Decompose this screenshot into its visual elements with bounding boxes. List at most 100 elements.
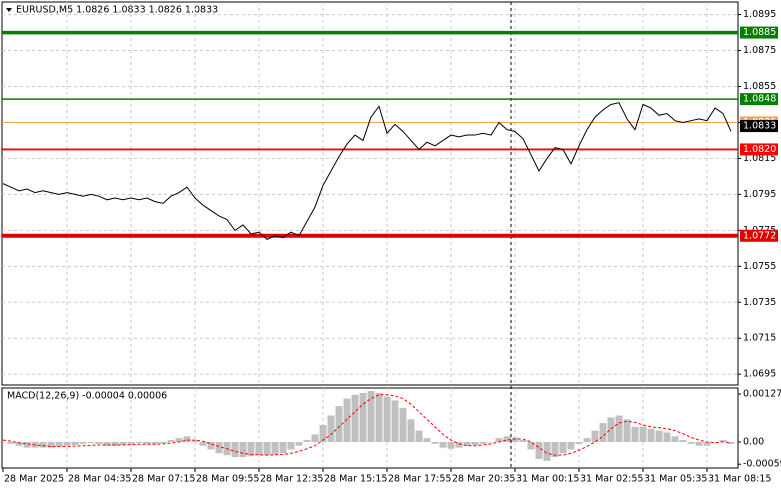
macd-bar [551, 441, 559, 458]
macd-bar [191, 440, 199, 442]
macd-bar [263, 441, 271, 456]
macd-bar [479, 441, 487, 444]
y-tick-label: 1.0795 [743, 189, 776, 200]
macd-bar [407, 419, 415, 442]
macd-bar [63, 441, 71, 446]
x-tick-label: 28 Mar 2025 [4, 474, 64, 485]
macd-bar [71, 441, 79, 445]
macd-bar [303, 440, 311, 442]
level-label-box [740, 93, 778, 106]
macd-bar [167, 440, 175, 442]
macd-bar [583, 438, 591, 442]
macd-bar [487, 441, 495, 443]
macd-bar [687, 441, 695, 444]
macd-bar [135, 441, 143, 444]
macd-bar [367, 391, 375, 442]
menu-icon[interactable] [6, 8, 12, 12]
macd-bar [319, 424, 327, 442]
macd-bar [199, 441, 207, 446]
macd-bar [463, 441, 471, 446]
y-tick-label: -0.00059 [743, 459, 781, 470]
macd-bar [351, 394, 359, 442]
macd-bar [47, 441, 55, 448]
macd-bar [79, 441, 87, 444]
macd-bar [527, 441, 535, 450]
y-tick-label: 1.0695 [743, 369, 776, 380]
macd-bar [711, 441, 719, 443]
x-tick-label: 31 Mar 02:55 [580, 474, 643, 485]
macd-bar [175, 438, 183, 442]
macd-bar [23, 441, 31, 448]
level-label: 1.0820 [743, 144, 776, 155]
macd-bar [727, 441, 735, 444]
macd-bar [671, 436, 679, 442]
y-tick-label: 1.0715 [743, 333, 776, 344]
macd-bar [127, 441, 135, 444]
macd-panel [1, 387, 739, 469]
macd-bar [455, 441, 463, 448]
macd-bar [607, 417, 615, 442]
x-tick-label: 28 Mar 04:35 [68, 474, 131, 485]
y-tick-label: 1.0735 [743, 297, 776, 308]
macd-bar [111, 441, 119, 446]
x-tick-label: 28 Mar 12:35 [260, 474, 323, 485]
macd-bar [719, 440, 727, 442]
macd-bar [543, 441, 551, 461]
macd-bar [375, 392, 383, 442]
macd-bar [567, 441, 575, 450]
signal-line [2, 394, 732, 456]
macd-bar [431, 441, 439, 444]
macd-bar [391, 400, 399, 442]
macd-bar [703, 441, 711, 446]
macd-bar [143, 441, 151, 444]
macd-bar [183, 436, 191, 442]
macd-bar [679, 440, 687, 442]
level-label-box [740, 229, 778, 242]
level-label: 1.0848 [743, 94, 776, 105]
macd-bar [511, 437, 519, 442]
x-tick-label: 31 Mar 08:15 [708, 474, 771, 485]
main-panel [1, 1, 739, 386]
y-tick-label: 1.0755 [743, 261, 776, 272]
macd-bar [647, 428, 655, 442]
x-tick-label: 28 Mar 15:15 [324, 474, 387, 485]
y-tick-label: 1.0815 [743, 153, 776, 164]
macd-bar [591, 430, 599, 442]
macd-bar [231, 441, 239, 458]
macd-bar [207, 441, 215, 450]
y-tick-label: 0.00 [743, 436, 764, 447]
macd-bar [447, 441, 455, 449]
macd-bar [279, 441, 287, 454]
macd-bar [519, 440, 527, 442]
macd-bar [559, 441, 567, 454]
bid-label: 1.0833 [743, 121, 776, 132]
x-tick-label: 31 Mar 05:35 [644, 474, 707, 485]
macd-bar [271, 441, 279, 455]
macd-bar [575, 441, 583, 444]
macd-bar [87, 441, 95, 444]
macd-bar [119, 441, 127, 445]
macd-bar [639, 426, 647, 442]
x-tick-label: 28 Mar 09:55 [196, 474, 259, 485]
x-tick-label: 28 Mar 20:35 [452, 474, 515, 485]
macd-bar [159, 441, 167, 444]
chart-title: EURUSD,M5 1.0826 1.0833 1.0826 1.0833 [16, 5, 218, 16]
macd-bar [623, 419, 631, 442]
x-tick-label: 31 Mar 00:15 [516, 474, 579, 485]
macd-bar [399, 408, 407, 442]
level-label: 1.0772 [743, 230, 776, 241]
macd-bar [151, 441, 159, 444]
macd-bar [495, 438, 503, 442]
level-label-box [740, 26, 778, 39]
macd-bar [55, 441, 63, 447]
macd-bar [0, 441, 7, 443]
macd-title: MACD(12,26,9) -0.00004 0.00006 [7, 391, 167, 402]
macd-bar [295, 441, 303, 446]
macd-bar [503, 436, 511, 442]
macd-bar [631, 426, 639, 442]
macd-bar [359, 392, 367, 442]
bid-label-box [740, 120, 778, 133]
macd-bar [103, 441, 111, 446]
macd-bar [15, 441, 23, 446]
